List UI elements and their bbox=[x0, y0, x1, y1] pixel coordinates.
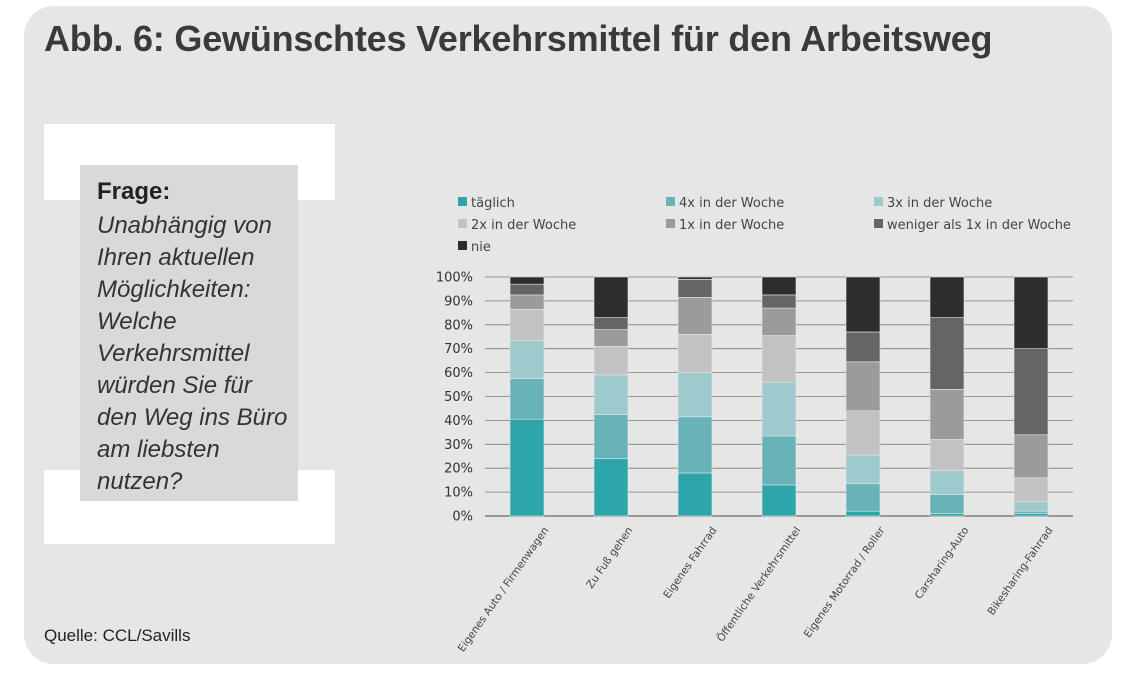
bar-segment bbox=[1013, 434, 1049, 479]
category-label: Eigenes Auto / Firmenwagen bbox=[456, 525, 552, 654]
bar-segment bbox=[593, 276, 629, 318]
bar-segment bbox=[593, 346, 629, 376]
bar-segment bbox=[593, 374, 629, 415]
bar-segment bbox=[509, 418, 545, 517]
bar-segment bbox=[1013, 513, 1049, 517]
bar-segment bbox=[509, 378, 545, 420]
y-tick-label: 70% bbox=[444, 342, 473, 357]
bar-segment bbox=[677, 372, 713, 418]
category-label: Eigenes Fahrrad bbox=[661, 525, 719, 601]
y-tick-label: 90% bbox=[444, 294, 473, 309]
question-frame-gap-right bbox=[298, 200, 335, 470]
legend-swatch bbox=[458, 241, 467, 250]
bar-segment bbox=[929, 317, 965, 390]
bar-segment bbox=[677, 416, 713, 474]
category-label: Bikesharing-Fahrrad bbox=[985, 525, 1055, 618]
bar-segment bbox=[845, 510, 881, 517]
legend-label: nie bbox=[471, 240, 491, 255]
bar-segment bbox=[509, 283, 545, 296]
legend-swatch bbox=[458, 197, 467, 206]
bar-segment bbox=[509, 340, 545, 379]
y-tick-label: 30% bbox=[444, 438, 473, 453]
legend-label: 2x in der Woche bbox=[471, 218, 576, 233]
legend-swatch bbox=[874, 197, 883, 206]
category-label: Carsharing-Auto bbox=[913, 525, 972, 602]
bar-segment bbox=[509, 276, 545, 285]
bar-segment bbox=[593, 414, 629, 459]
bar-segment bbox=[929, 494, 965, 514]
bar-segment bbox=[761, 381, 797, 437]
legend-label: 3x in der Woche bbox=[887, 196, 992, 211]
legend-label: 4x in der Woche bbox=[679, 196, 784, 211]
bar-segment bbox=[1013, 510, 1049, 514]
bar-segment bbox=[509, 294, 545, 310]
bar-segment bbox=[677, 334, 713, 373]
y-tick-label: 100% bbox=[436, 271, 473, 286]
bar-segment bbox=[761, 335, 797, 383]
bar-segment bbox=[761, 484, 797, 517]
bar-segment bbox=[761, 435, 797, 486]
y-tick-label: 50% bbox=[444, 390, 473, 405]
bar-segment bbox=[761, 307, 797, 336]
bar-segment bbox=[1013, 477, 1049, 502]
legend-swatch bbox=[458, 219, 467, 228]
question-frame-gap-left bbox=[44, 200, 80, 470]
bar-segment bbox=[593, 458, 629, 517]
category-label: Öffentliche Verkehrsmittel bbox=[714, 524, 803, 644]
bar-segment bbox=[845, 454, 881, 485]
bar-segment bbox=[593, 317, 629, 330]
bar-segment bbox=[845, 276, 881, 333]
bar-segment bbox=[761, 276, 797, 296]
figure-title: Abb. 6: Gewünschtes Verkehrsmittel für d… bbox=[44, 18, 993, 59]
legend-label: täglich bbox=[471, 196, 515, 211]
bar-segment bbox=[929, 439, 965, 471]
bar-segment bbox=[845, 410, 881, 456]
bar-segment bbox=[845, 361, 881, 412]
question-box bbox=[80, 165, 298, 501]
bar-segment bbox=[845, 483, 881, 512]
bar-segment bbox=[677, 297, 713, 335]
bar-segment bbox=[845, 331, 881, 363]
y-tick-label: 20% bbox=[444, 462, 473, 477]
bar-segment bbox=[1013, 501, 1049, 512]
category-label: Zu Fuß gehen bbox=[584, 525, 635, 591]
bar-segment bbox=[761, 294, 797, 309]
y-tick-label: 40% bbox=[444, 414, 473, 429]
bar-segment bbox=[677, 472, 713, 517]
source-note: Quelle: CCL/Savills bbox=[44, 626, 191, 645]
bar-segment bbox=[929, 470, 965, 495]
y-tick-label: 0% bbox=[452, 510, 473, 525]
question-heading: Frage: bbox=[97, 178, 171, 205]
y-tick-label: 60% bbox=[444, 366, 473, 381]
bar-segment bbox=[677, 276, 713, 280]
question-text: Unabhängig von Ihren aktuellen Möglichke… bbox=[97, 212, 288, 495]
bar-segment bbox=[509, 308, 545, 341]
bar-segment bbox=[1013, 348, 1049, 436]
y-tick-label: 10% bbox=[444, 486, 473, 501]
category-label: Eigenes Motorrad / Roller bbox=[802, 524, 888, 640]
bar-segment bbox=[677, 279, 713, 298]
legend-swatch bbox=[666, 197, 675, 206]
legend-label: 1x in der Woche bbox=[679, 218, 784, 233]
bar-segment bbox=[929, 276, 965, 318]
legend-swatch bbox=[666, 219, 675, 228]
legend-swatch bbox=[874, 219, 883, 228]
bar-segment bbox=[1013, 276, 1049, 349]
bar-segment bbox=[593, 329, 629, 347]
legend-label: weniger als 1x in der Woche bbox=[887, 218, 1071, 233]
bar-segment bbox=[929, 389, 965, 440]
y-tick-label: 80% bbox=[444, 318, 473, 333]
bar-segment bbox=[929, 513, 965, 517]
